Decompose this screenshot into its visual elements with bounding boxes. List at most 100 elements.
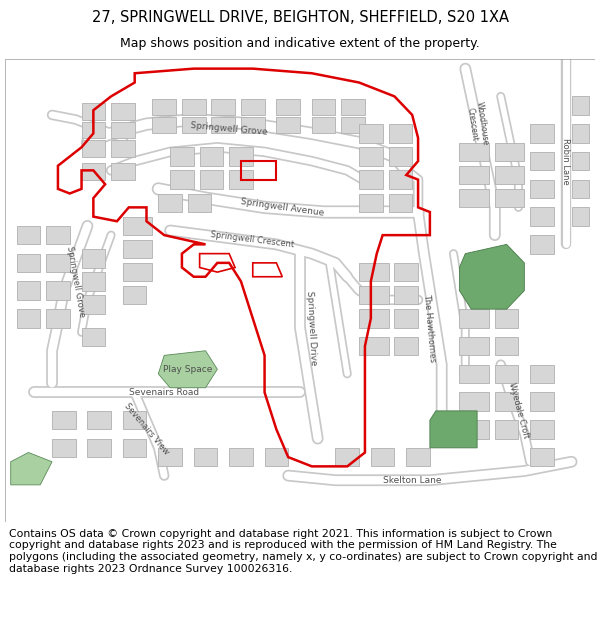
Polygon shape — [123, 240, 152, 258]
Polygon shape — [211, 99, 235, 115]
Polygon shape — [152, 99, 176, 115]
Polygon shape — [200, 171, 223, 189]
Text: Skelton Lane: Skelton Lane — [383, 476, 442, 485]
Polygon shape — [371, 448, 394, 466]
Polygon shape — [495, 337, 518, 356]
Polygon shape — [17, 281, 40, 300]
Polygon shape — [82, 122, 105, 138]
Polygon shape — [495, 420, 518, 439]
Polygon shape — [572, 179, 589, 198]
Polygon shape — [406, 448, 430, 466]
Text: Sevenairs View: Sevenairs View — [122, 402, 170, 457]
Polygon shape — [389, 148, 412, 166]
Polygon shape — [460, 420, 489, 439]
Polygon shape — [530, 420, 554, 439]
Polygon shape — [111, 122, 134, 138]
Polygon shape — [82, 249, 105, 268]
Polygon shape — [312, 99, 335, 115]
Text: Springwell Avenue: Springwell Avenue — [240, 197, 325, 217]
Polygon shape — [530, 235, 554, 254]
Polygon shape — [82, 328, 105, 346]
Polygon shape — [46, 281, 70, 300]
Polygon shape — [530, 179, 554, 198]
Text: The Hawthornes: The Hawthornes — [422, 293, 437, 362]
Polygon shape — [359, 148, 383, 166]
Polygon shape — [158, 351, 217, 388]
Polygon shape — [335, 448, 359, 466]
Polygon shape — [111, 141, 134, 156]
Polygon shape — [88, 411, 111, 429]
Polygon shape — [265, 448, 288, 466]
Polygon shape — [17, 309, 40, 328]
Polygon shape — [460, 244, 524, 309]
Polygon shape — [182, 99, 206, 115]
Polygon shape — [170, 171, 194, 189]
Polygon shape — [17, 226, 40, 244]
Polygon shape — [188, 194, 211, 212]
Polygon shape — [152, 118, 176, 133]
Polygon shape — [200, 148, 223, 166]
Polygon shape — [123, 217, 152, 235]
Polygon shape — [52, 439, 76, 457]
Polygon shape — [359, 124, 383, 142]
Polygon shape — [394, 337, 418, 356]
Polygon shape — [123, 439, 146, 457]
Polygon shape — [530, 364, 554, 383]
Polygon shape — [572, 124, 589, 142]
Polygon shape — [211, 118, 235, 133]
Polygon shape — [430, 411, 477, 448]
Polygon shape — [111, 103, 134, 119]
Polygon shape — [572, 152, 589, 171]
Polygon shape — [530, 124, 554, 142]
Polygon shape — [460, 392, 489, 411]
Text: Springwell Crescent: Springwell Crescent — [211, 230, 295, 249]
Text: Map shows position and indicative extent of the property.: Map shows position and indicative extent… — [120, 38, 480, 51]
Polygon shape — [389, 194, 412, 212]
Text: Sevenairs Road: Sevenairs Road — [129, 388, 199, 397]
Polygon shape — [123, 263, 152, 281]
Polygon shape — [341, 99, 365, 115]
Polygon shape — [312, 118, 335, 133]
Polygon shape — [123, 411, 146, 429]
Polygon shape — [46, 226, 70, 244]
Polygon shape — [194, 448, 217, 466]
Polygon shape — [460, 166, 489, 184]
Polygon shape — [46, 254, 70, 272]
Polygon shape — [460, 337, 489, 356]
Polygon shape — [182, 118, 206, 133]
Polygon shape — [495, 142, 524, 161]
Polygon shape — [394, 263, 418, 281]
Polygon shape — [572, 96, 589, 115]
Text: Wyedale Croft: Wyedale Croft — [507, 382, 530, 439]
Polygon shape — [460, 364, 489, 383]
Polygon shape — [389, 124, 412, 142]
Polygon shape — [123, 286, 146, 304]
Text: Springwell Grove: Springwell Grove — [190, 121, 268, 137]
Polygon shape — [111, 164, 134, 179]
Polygon shape — [170, 148, 194, 166]
Text: Springwell Grove: Springwell Grove — [65, 245, 86, 318]
Polygon shape — [277, 99, 300, 115]
Polygon shape — [17, 254, 40, 272]
Text: Play Space: Play Space — [163, 365, 212, 374]
Polygon shape — [241, 118, 265, 133]
Polygon shape — [158, 194, 182, 212]
Polygon shape — [530, 208, 554, 226]
Polygon shape — [495, 189, 524, 208]
Polygon shape — [389, 171, 412, 189]
Polygon shape — [82, 164, 105, 179]
Text: Springwell Drive: Springwell Drive — [305, 290, 318, 365]
Polygon shape — [359, 171, 383, 189]
Text: Woodhouse
Crescent: Woodhouse Crescent — [464, 101, 490, 148]
Polygon shape — [394, 309, 418, 328]
Polygon shape — [359, 309, 389, 328]
Polygon shape — [572, 208, 589, 226]
Polygon shape — [229, 448, 253, 466]
Polygon shape — [394, 286, 418, 304]
Polygon shape — [229, 171, 253, 189]
Polygon shape — [88, 439, 111, 457]
Polygon shape — [495, 166, 524, 184]
Text: Robin Lane: Robin Lane — [561, 138, 570, 184]
Polygon shape — [82, 141, 105, 156]
Polygon shape — [495, 364, 518, 383]
